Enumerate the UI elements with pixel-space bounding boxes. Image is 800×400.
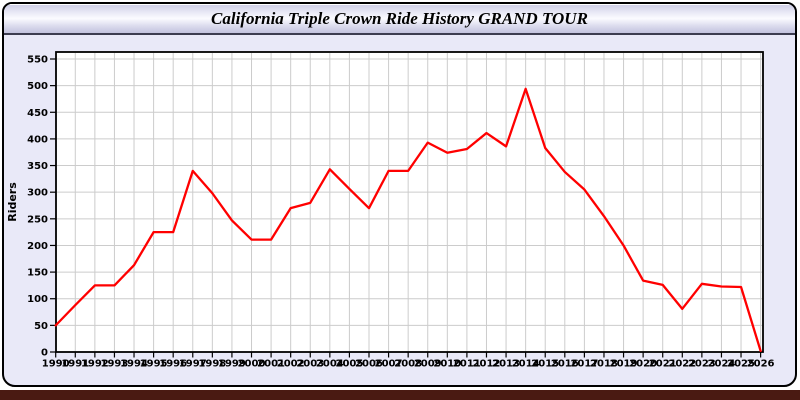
x-tick-label: 1997: [179, 359, 207, 370]
y-tick-label: 150: [27, 268, 48, 279]
y-tick-label: 0: [41, 348, 48, 359]
x-tick-label: 2009: [414, 359, 442, 370]
y-axis-labels: 0 50 100 150 200 250 300 350 400 450 500 550: [27, 55, 48, 359]
x-tick-label: 2018: [590, 359, 618, 370]
y-tick-label: 300: [27, 188, 48, 199]
x-tick-label: 2004: [316, 359, 344, 370]
y-tick-label: 200: [27, 241, 48, 252]
x-tick-label: 1994: [120, 359, 148, 370]
y-tick-label: 400: [27, 134, 48, 145]
x-tick-label: 2024: [708, 359, 736, 370]
plot-area: [56, 52, 763, 352]
y-tick-label: 550: [27, 55, 48, 66]
x-tick-label: 1990: [42, 359, 70, 370]
x-tick-label: 2026: [747, 359, 775, 370]
y-tick-label: 350: [27, 161, 48, 172]
y-tick-label: 100: [27, 294, 48, 305]
y-tick-label: 250: [27, 214, 48, 225]
x-tick-label: 2007: [375, 359, 403, 370]
x-tick-label: 2008: [394, 359, 422, 370]
y-tick-label: 50: [34, 321, 48, 332]
x-tick-label: 2000: [238, 359, 266, 370]
x-tick-label: 2014: [512, 359, 540, 370]
y-tick-label: 500: [27, 81, 48, 92]
x-axis-labels: 1990199119921993199419951996199719981999…: [42, 359, 775, 370]
x-tick-label: 2015: [531, 359, 559, 370]
x-tick-label: 1999: [218, 359, 246, 370]
y-axis-title: Riders: [6, 182, 19, 222]
x-tick-label: 2020: [629, 359, 657, 370]
x-tick-label: 2002: [277, 359, 305, 370]
x-tick-label: 1995: [140, 359, 168, 370]
chart-title: California Triple Crown Ride History GRA…: [211, 8, 588, 28]
x-tick-label: 1993: [101, 359, 129, 370]
x-tick-label: 2022: [668, 359, 696, 370]
riders-line-series: [54, 87, 762, 353]
x-axis-ticks: [55, 352, 762, 358]
y-tick-label: 450: [27, 108, 48, 119]
x-tick-label: 2012: [473, 359, 501, 370]
x-tick-label: 1991: [61, 359, 89, 370]
x-tick-label: 2021: [649, 359, 677, 370]
x-tick-label: 2005: [335, 359, 363, 370]
x-tick-label: 2019: [610, 359, 638, 370]
x-tick-label: 2013: [492, 359, 520, 370]
x-tick-label: 2003: [296, 359, 324, 370]
x-tick-label: 2006: [355, 359, 383, 370]
x-tick-label: 2025: [727, 359, 755, 370]
chart-title-bar: California Triple Crown Ride History GRA…: [4, 4, 795, 35]
x-tick-label: 2010: [433, 359, 461, 370]
page-footer-band: [0, 390, 800, 400]
x-tick-label: 1996: [159, 359, 187, 370]
x-tick-label: 2017: [570, 359, 598, 370]
plot-border: [55, 51, 764, 353]
x-tick-label: 2023: [688, 359, 716, 370]
x-tick-label: 2011: [453, 359, 481, 370]
x-tick-label: 1998: [198, 359, 226, 370]
x-tick-label: 2001: [257, 359, 285, 370]
x-tick-label: 2016: [551, 359, 579, 370]
gridlines: [57, 53, 762, 351]
x-tick-label: 1992: [81, 359, 109, 370]
